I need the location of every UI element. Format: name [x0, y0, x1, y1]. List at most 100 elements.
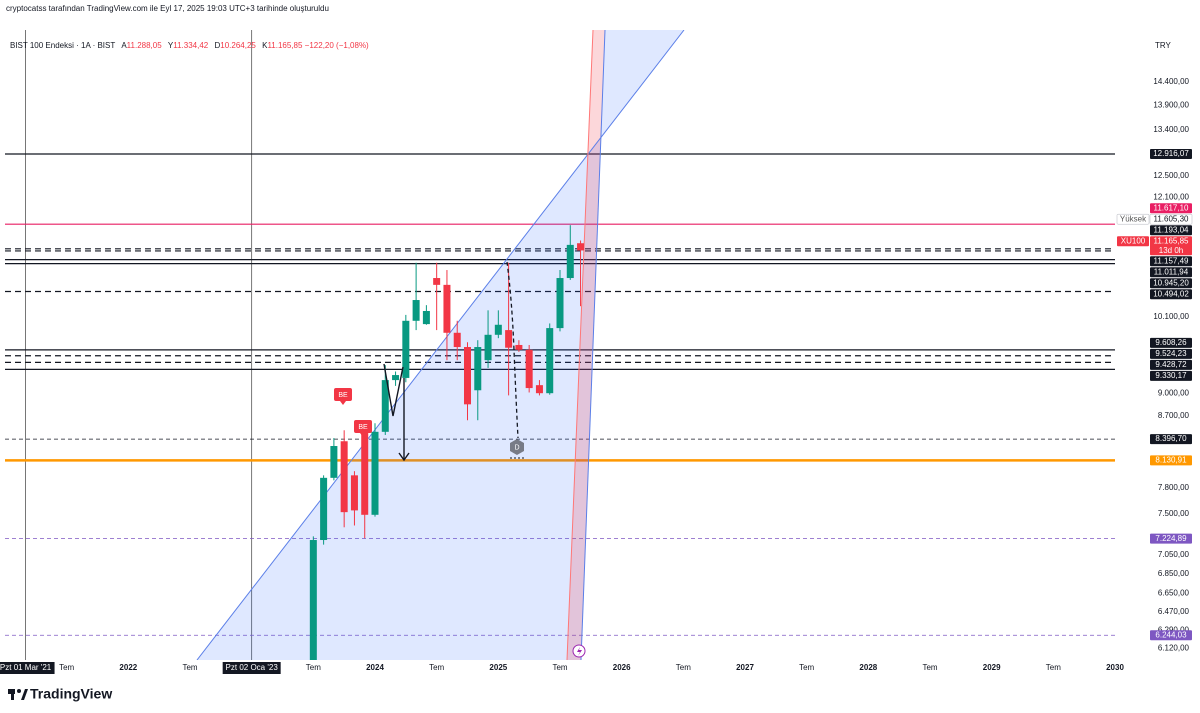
- x-tick-label: Pzt 02 Oca '23: [226, 663, 279, 672]
- price-label: 6.244,03: [1155, 630, 1187, 639]
- price-label-box: [1150, 337, 1192, 348]
- price-label: 9.428,72: [1155, 360, 1187, 369]
- price-label-box: [1150, 370, 1192, 381]
- candle-body: [402, 320, 410, 378]
- x-tick-label: 2024: [366, 663, 384, 672]
- legend-key: K: [262, 41, 268, 50]
- x-tick-label: Tem: [1046, 663, 1061, 672]
- y-tick-label: 13.400,00: [1153, 125, 1189, 134]
- candle-body: [309, 540, 317, 660]
- candle-body: [350, 475, 358, 511]
- price-label: 11.617,10: [1154, 203, 1190, 212]
- x-tick-label: Tem: [922, 663, 937, 672]
- candle-body: [525, 349, 533, 389]
- candle-body: [577, 243, 585, 251]
- x-tick-label: Pzt 01 Mar '21: [0, 663, 52, 672]
- x-tick-label: Tem: [429, 663, 444, 672]
- price-label-box: [1150, 359, 1192, 370]
- candle-body: [443, 284, 451, 333]
- price-label: 9.524,23: [1155, 349, 1187, 358]
- logo-mark: [21, 689, 28, 700]
- y-tick-label: 9.000,00: [1158, 388, 1190, 397]
- candles: [309, 225, 585, 660]
- x-tick-label: 2030: [1106, 663, 1124, 672]
- legend-key: A: [121, 41, 127, 50]
- candle-body: [320, 477, 328, 541]
- currency: TRY: [1155, 41, 1172, 50]
- x-tick-label: 2022: [119, 663, 137, 672]
- price-axis: 14.400,00 13.900,00 13.400,00 12.500,00 12.1…: [1116, 77, 1193, 653]
- price-label: 11.193,04: [1154, 225, 1190, 234]
- price-label: 10.494,02: [1153, 289, 1189, 298]
- y-tick-label: 6.650,00: [1158, 589, 1190, 598]
- channel-fill: [567, 30, 605, 660]
- candle-body: [546, 328, 554, 394]
- drawings: [196, 30, 685, 660]
- candle-body: [515, 344, 523, 350]
- marker-pointer: [340, 401, 346, 405]
- y-tick-label: 10.100,00: [1153, 312, 1189, 321]
- candle-body: [330, 446, 338, 478]
- candle-body: [484, 334, 492, 361]
- change: −122,20 (−1,08%): [304, 41, 369, 50]
- trend-line: [566, 30, 594, 660]
- price-label: 11.011,94: [1154, 267, 1189, 276]
- logo-text: TradingView: [30, 686, 112, 702]
- price-name: XU100: [1121, 236, 1146, 245]
- x-tick-highlight: [0, 662, 55, 674]
- candle-body: [381, 380, 389, 432]
- time-axis: Pzt 01 Mar '21 Tem 2022 Tem Pzt 02 Oca '23 Te…: [0, 662, 1124, 674]
- price-label: 8.130,91: [1155, 456, 1187, 465]
- x-tick-label: Tem: [182, 663, 197, 672]
- price-label-box: [1150, 149, 1192, 160]
- y-tick-label: 7.800,00: [1158, 483, 1190, 492]
- y-tick-label: 7.050,00: [1158, 550, 1190, 559]
- price-lines: [5, 153, 1115, 636]
- candle-body: [474, 347, 482, 391]
- legend-value: 11.334,42: [173, 41, 209, 50]
- x-tick-label: Tem: [799, 663, 814, 672]
- x-tick-highlight: [222, 662, 281, 674]
- x-tick-label: 2026: [613, 663, 631, 672]
- annotation: BE: [338, 392, 348, 399]
- price-label-box: [1150, 630, 1192, 641]
- price-label-box: [1150, 256, 1192, 267]
- candle-body: [535, 385, 543, 394]
- annotation: BE: [358, 424, 368, 431]
- candle-body: [392, 375, 400, 381]
- y-tick-label: 6.120,00: [1158, 644, 1190, 653]
- price-label: 8.396,70: [1155, 434, 1187, 443]
- marker-pointer: [360, 433, 366, 437]
- candle-body: [453, 332, 461, 348]
- legend-value: 11.288,05: [126, 41, 162, 50]
- marker-be: [354, 420, 372, 433]
- legend: BIST 100 Endeksi · 1A · BIST A11.288,05 …: [10, 41, 369, 50]
- marker-be: [334, 388, 352, 401]
- price-label-box: [1150, 278, 1192, 289]
- x-tick-label: Tem: [676, 663, 691, 672]
- candle-body: [371, 431, 379, 515]
- price-name-box: [1116, 213, 1150, 225]
- candle-body: [464, 347, 471, 405]
- marker-d: [510, 439, 524, 455]
- y-tick-label: 13.900,00: [1153, 101, 1189, 110]
- price-label: 9.330,17: [1155, 371, 1187, 380]
- price-label-box: [1149, 213, 1193, 225]
- x-tick-label: 2027: [736, 663, 754, 672]
- x-tick-label: 2028: [859, 663, 877, 672]
- price-label-box: [1150, 348, 1192, 359]
- candle-body: [566, 244, 574, 279]
- watermark: cryptocatss tarafından TradingView.com i…: [6, 4, 329, 13]
- arrow-head: [398, 452, 410, 462]
- y-tick-label: 14.400,00: [1153, 77, 1189, 86]
- candle-body: [422, 310, 430, 325]
- legend-key: D: [214, 41, 221, 50]
- x-tick-label: 2025: [489, 663, 507, 672]
- crosshair-lines: [25, 30, 253, 660]
- price-label-box: [1150, 533, 1192, 544]
- price-label-box: [1150, 455, 1192, 466]
- y-tick-label: 7.500,00: [1158, 509, 1190, 518]
- x-tick-label: 2029: [983, 663, 1001, 672]
- price-label-box: [1150, 236, 1192, 256]
